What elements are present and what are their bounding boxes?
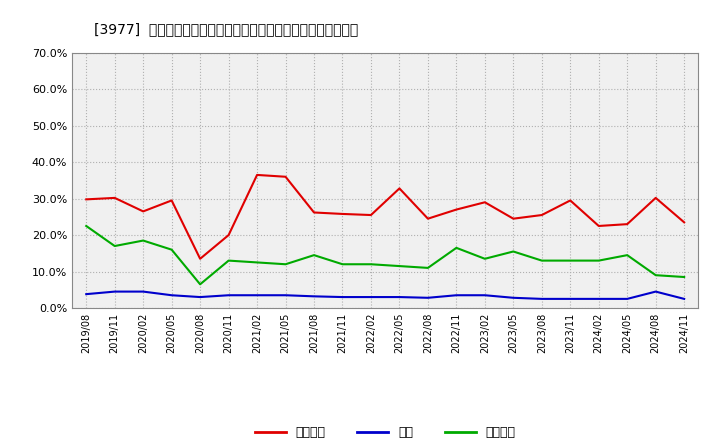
Text: [3977]  売上債権、在庫、買入債務の総資産に対する比率の推移: [3977] 売上債権、在庫、買入債務の総資産に対する比率の推移 — [94, 22, 358, 36]
Legend: 売上債権, 在庫, 買入債務: 売上債権, 在庫, 買入債務 — [250, 422, 521, 440]
